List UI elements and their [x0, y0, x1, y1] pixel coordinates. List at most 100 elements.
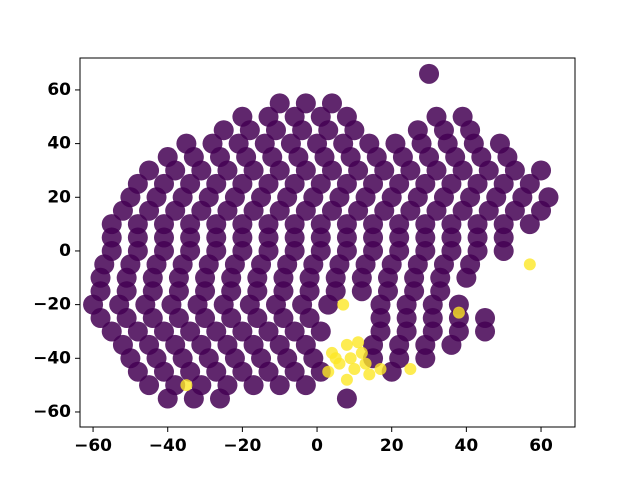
point [337, 298, 350, 311]
point [299, 308, 320, 329]
y-tick-label: 0 [59, 241, 71, 261]
point [195, 308, 216, 329]
point [321, 160, 342, 181]
point [243, 160, 264, 181]
point [452, 200, 473, 221]
point [340, 338, 353, 351]
plot-points [83, 63, 559, 409]
point [336, 388, 357, 409]
point [531, 160, 552, 181]
point [493, 240, 514, 261]
point [191, 200, 212, 221]
y-tick-label: 20 [47, 187, 71, 207]
point [519, 214, 540, 235]
point [344, 120, 365, 141]
x-tick-label: −60 [74, 436, 112, 456]
point [504, 160, 525, 181]
point [90, 308, 111, 329]
point [127, 361, 148, 382]
point [426, 200, 447, 221]
point [348, 363, 361, 376]
point [157, 388, 178, 409]
point [478, 200, 499, 221]
point [344, 352, 357, 365]
point [318, 294, 339, 315]
point [217, 160, 238, 181]
point [478, 160, 499, 181]
point [206, 361, 227, 382]
point [269, 200, 290, 221]
point [165, 200, 186, 221]
point [329, 352, 342, 365]
point [400, 160, 421, 181]
point [269, 375, 290, 396]
y-tick-label: 40 [47, 134, 71, 154]
point [348, 160, 369, 181]
point [374, 200, 395, 221]
point [232, 361, 253, 382]
point [116, 308, 137, 329]
point [452, 306, 465, 319]
y-tick-label: −60 [33, 402, 71, 422]
point [321, 93, 342, 114]
point [153, 321, 174, 342]
point [269, 160, 290, 181]
point [340, 373, 353, 386]
point [374, 160, 395, 181]
point [322, 365, 335, 378]
point [209, 388, 230, 409]
x-tick-label: −20 [223, 436, 261, 456]
point [400, 200, 421, 221]
y-tick-label: 60 [47, 80, 71, 100]
point [217, 200, 238, 221]
point [295, 160, 316, 181]
point [139, 200, 160, 221]
x-tick-label: 0 [311, 436, 323, 456]
x-tick-label: 20 [380, 436, 404, 456]
point [355, 346, 368, 359]
point [165, 160, 186, 181]
point [284, 321, 305, 342]
point [183, 388, 204, 409]
point [292, 120, 313, 141]
point [426, 160, 447, 181]
point [213, 120, 234, 141]
point [243, 375, 264, 396]
point [112, 200, 133, 221]
point [139, 375, 160, 396]
point [295, 375, 316, 396]
point [310, 321, 331, 342]
y-tick-label: −40 [33, 348, 71, 368]
point [101, 321, 122, 342]
point [258, 361, 279, 382]
x-tick-label: 40 [455, 436, 479, 456]
point [127, 321, 148, 342]
point [180, 321, 201, 342]
point [142, 308, 163, 329]
point [153, 361, 174, 382]
point [456, 267, 477, 288]
point [273, 308, 294, 329]
point [284, 361, 305, 382]
point [523, 258, 536, 271]
x-tick-label: 60 [529, 436, 553, 456]
point [531, 200, 552, 221]
point [258, 321, 279, 342]
point [232, 321, 253, 342]
y-tick-label: −20 [33, 295, 71, 315]
point [374, 363, 387, 376]
point [180, 361, 201, 382]
point [348, 200, 369, 221]
point [295, 200, 316, 221]
point [441, 334, 462, 355]
x-tick-label: −40 [149, 436, 187, 456]
point [504, 200, 525, 221]
point [404, 363, 417, 376]
point [191, 160, 212, 181]
point [321, 200, 342, 221]
point [265, 120, 286, 141]
point [318, 120, 339, 141]
point [359, 357, 372, 370]
point [363, 368, 376, 381]
